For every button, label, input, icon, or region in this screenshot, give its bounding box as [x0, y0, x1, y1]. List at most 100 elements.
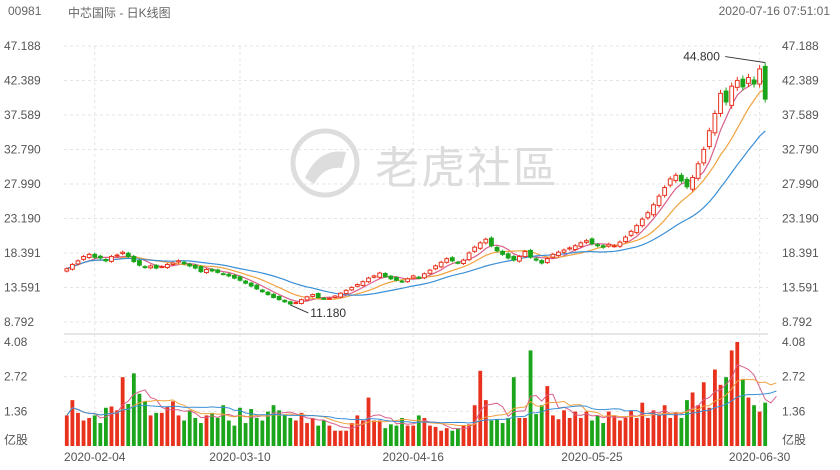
candle-body — [561, 249, 567, 253]
volume-bar — [690, 392, 695, 446]
candle-body — [505, 253, 511, 259]
volume-bar — [171, 401, 175, 446]
min-marker-line — [290, 304, 309, 314]
ma-line — [66, 130, 766, 296]
candle-body — [366, 277, 371, 283]
volume-bar — [467, 424, 471, 446]
vol-tick-label-left: 4.08 — [4, 335, 28, 349]
volume-bar — [757, 411, 762, 446]
volume-bar — [305, 423, 309, 446]
candle-body — [243, 280, 248, 284]
volume-bar — [556, 419, 561, 446]
y-tick-label-left: 47.188 — [4, 39, 41, 53]
candle-body — [533, 258, 539, 261]
candle-body — [226, 273, 232, 277]
volume-bar — [372, 420, 376, 446]
min-price-label: 11.180 — [310, 306, 346, 320]
candle-body — [388, 275, 394, 280]
max-price-label: 44.800 — [683, 50, 720, 64]
volume-bar — [500, 423, 505, 446]
volume-axis-labels: 4.08 4.08 2.72 2.72 1.36 1.36 亿股 亿股 — [4, 335, 806, 447]
volume-bar — [232, 425, 237, 446]
candle-body — [578, 242, 584, 247]
candle-body — [695, 163, 701, 179]
volume-bar — [645, 417, 650, 446]
volume-bar — [746, 397, 751, 446]
volume-bar — [718, 384, 723, 446]
candle-body — [656, 195, 662, 206]
candle-body — [299, 299, 304, 305]
candle-body — [589, 238, 595, 245]
candle-body — [511, 255, 517, 261]
candle-body — [282, 299, 288, 303]
candle-body — [634, 225, 640, 234]
candle-body — [81, 256, 86, 260]
candle-body — [276, 295, 282, 301]
vol-unit-right: 亿股 — [782, 432, 806, 447]
vol-tick-label-right: 2.72 — [782, 370, 806, 384]
volume-bar — [165, 406, 170, 446]
candle-body — [204, 268, 209, 274]
candle-body — [271, 293, 276, 299]
candle-body — [399, 280, 405, 283]
volume-bar — [629, 410, 634, 446]
candle-body — [343, 289, 349, 295]
volume-bar — [740, 379, 745, 446]
volume-bar — [131, 373, 136, 446]
x-tick-label: 2020-02-04 — [64, 450, 126, 464]
candle-body — [466, 252, 472, 261]
y-tick-label-left: 13.591 — [4, 281, 41, 295]
candle-body — [159, 266, 165, 269]
volume-bar — [226, 420, 231, 446]
volume-bar — [489, 420, 494, 446]
volume-bar — [98, 423, 103, 446]
y-tick-label-right: 42.389 — [782, 73, 819, 87]
vol-tick-label-right: 4.08 — [782, 335, 806, 349]
candle-body — [494, 246, 500, 252]
volume-bar — [685, 400, 689, 446]
volume-bar — [562, 410, 566, 446]
volume-bar — [584, 411, 589, 446]
candle-body — [455, 261, 461, 264]
volume-bar — [355, 415, 360, 446]
candle-body — [321, 297, 327, 300]
candle-body — [544, 258, 550, 264]
candle-body — [628, 230, 634, 236]
volume-bar — [763, 402, 768, 446]
volume-bar — [182, 420, 187, 446]
y-tick-label-right: 27.990 — [782, 177, 819, 191]
candle-body — [354, 284, 360, 287]
volume-bar — [450, 430, 455, 446]
candle-body — [287, 301, 293, 305]
volume-bar — [115, 410, 119, 446]
candle-body — [338, 292, 343, 298]
volume-bar — [143, 401, 147, 446]
volume-bar — [76, 412, 80, 446]
volume-bar — [640, 402, 645, 446]
volume-bar — [472, 405, 477, 446]
chart-header: 00981 中芯国际 - 日K线图 2020-07-16 07:51:01 — [0, 0, 840, 22]
volume-bar — [104, 407, 108, 446]
candle-body — [690, 176, 695, 190]
candle-body — [461, 259, 466, 264]
volume-bar — [701, 382, 706, 446]
volume-bar — [439, 430, 444, 446]
volume-bar — [444, 428, 449, 446]
candle-body — [192, 264, 198, 269]
volume-bar — [573, 411, 578, 446]
volume-bar — [81, 420, 86, 446]
volume-bar — [550, 415, 555, 446]
volume-bar — [752, 405, 756, 446]
candle-body — [438, 261, 444, 268]
volume-bar — [729, 350, 734, 446]
volume-bar — [271, 405, 276, 446]
volume-bar — [545, 386, 550, 446]
y-tick-label-right: 32.790 — [782, 142, 819, 156]
volume-bar — [679, 417, 684, 446]
volume-bar — [534, 414, 539, 446]
y-tick-label-left: 23.190 — [4, 212, 41, 226]
candle-body — [405, 278, 411, 283]
x-tick-label: 2020-05-25 — [561, 450, 623, 464]
candle-body — [500, 250, 506, 255]
